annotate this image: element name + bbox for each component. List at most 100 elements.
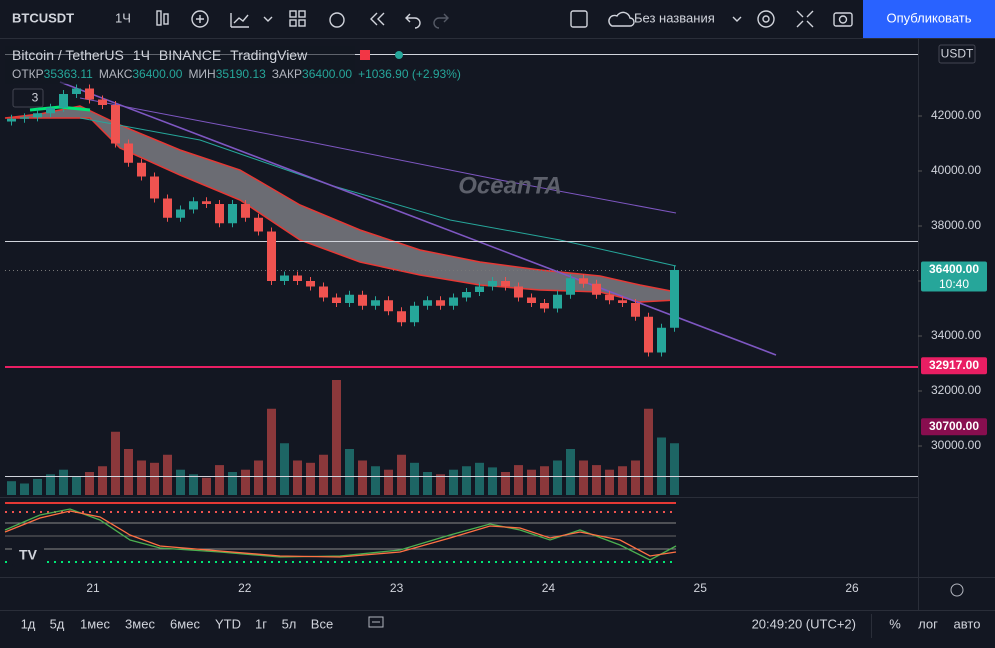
x-tick-label: 25 (694, 581, 708, 595)
clock: 20:49:20 (UTC+2) (752, 616, 856, 631)
price-label-box (921, 418, 987, 436)
layout-icon (298, 19, 306, 27)
flag[interactable] (360, 50, 370, 60)
range-button[interactable]: 1мес (80, 616, 110, 631)
volume-bar (605, 469, 614, 495)
indicators-icon[interactable] (230, 13, 249, 28)
volume-bar (371, 466, 380, 495)
settings-icon[interactable] (757, 10, 775, 28)
cloud-icon (608, 11, 635, 27)
toolbar (0, 0, 995, 38)
price-label: 30700.00 (929, 419, 979, 433)
candle-body (553, 294, 562, 309)
alert-icon[interactable] (329, 12, 345, 28)
volume-bar (85, 472, 94, 495)
range-button[interactable]: 3мес (125, 616, 155, 631)
candle-body (280, 275, 289, 282)
layout-icon[interactable] (289, 10, 297, 18)
range-button[interactable]: 5д (50, 616, 65, 631)
candle-body (397, 311, 406, 323)
auto-toggle[interactable]: авто (954, 616, 981, 631)
range-button[interactable]: Все (311, 616, 333, 631)
fullscreen-icon[interactable] (796, 10, 814, 28)
bottom-bar: 21 22 23 24 25 26 1д 5д 1мес 3мес 6мес YTD 1г 5л Все 20… (21, 581, 981, 638)
candle-body (98, 99, 107, 106)
volume-bar (189, 474, 198, 495)
select-icon[interactable] (570, 10, 588, 28)
y-tick-label: 34000.00 (931, 328, 981, 342)
range-button[interactable]: YTD (215, 616, 241, 631)
ohlc-label: ОТКР (12, 67, 44, 81)
dropdown[interactable] (263, 16, 273, 22)
candle-body (137, 162, 146, 177)
volume-bar (475, 462, 484, 495)
range-button[interactable]: 1д (21, 616, 36, 631)
ohlc-value: 35190.13 (216, 67, 266, 81)
candle-icon[interactable] (156, 10, 162, 26)
legend-title: Bitcoin / TetherUS (12, 47, 124, 63)
volume-bar (137, 460, 146, 495)
candle-body (358, 294, 367, 306)
osc-d (4, 510, 677, 558)
y-tick-label: 30000.00 (931, 438, 981, 452)
undo[interactable] (405, 13, 421, 29)
indicator-toggle[interactable] (12, 88, 44, 108)
candle-body (215, 204, 224, 224)
snapshot-icon[interactable] (833, 12, 853, 27)
ohlc-label: ЗАКР (272, 67, 302, 81)
price-label: 36400.00 (929, 262, 979, 276)
redo[interactable] (433, 13, 449, 29)
candle-body (423, 300, 432, 306)
candle-body (644, 316, 653, 353)
indicator-count[interactable]: 3 (32, 91, 39, 105)
currency[interactable]: USDT (941, 47, 974, 61)
candle-body (254, 217, 263, 232)
tv-logo-glyph: TV (19, 547, 38, 563)
volume-bar (319, 454, 328, 495)
range-button[interactable]: 6мес (170, 616, 200, 631)
candle-body (241, 204, 250, 218)
toolbar-icons (156, 10, 853, 29)
volume-bar (202, 477, 211, 495)
volume-bar (163, 454, 172, 495)
volume-bar (462, 466, 471, 495)
range-button[interactable]: 5л (282, 616, 297, 631)
status-dot (395, 51, 403, 59)
volume-bar (254, 460, 263, 495)
volume-bar (670, 443, 679, 495)
range-button[interactable]: 1г (255, 616, 267, 631)
candle-body (20, 117, 29, 119)
currency-box[interactable] (938, 44, 976, 64)
volume-bar (7, 481, 16, 495)
legend-exchange: BINANCE (159, 47, 221, 63)
candle-body (202, 201, 211, 205)
volume-bar (423, 472, 432, 495)
interval[interactable]: 1Ч (115, 10, 131, 25)
candle-body (384, 300, 393, 312)
replay-icon[interactable] (370, 12, 385, 26)
dropdown[interactable] (732, 16, 742, 22)
candle-body (527, 297, 536, 304)
publish-label[interactable]: Опубликовать (886, 10, 971, 25)
symbol[interactable]: BTCUSDT (12, 10, 74, 25)
volume-bar (527, 469, 536, 495)
publish-button[interactable] (863, 0, 995, 38)
layout-name[interactable]: Без названия (634, 10, 715, 25)
date-range-icon[interactable] (368, 616, 384, 628)
add-indicator[interactable] (191, 10, 209, 28)
price-label: 32917.00 (929, 358, 979, 372)
candle-body (7, 118, 16, 122)
axis-settings[interactable] (950, 583, 964, 597)
log-toggle[interactable]: лог (918, 616, 938, 631)
ohlc-label: МАКС (99, 67, 133, 81)
percent-toggle[interactable]: % (889, 616, 901, 631)
volume-bar (384, 469, 393, 495)
candle-body (59, 94, 68, 108)
tv-logo[interactable] (12, 545, 44, 567)
volume-bar (592, 465, 601, 495)
legend-title: Bitcoin / TetherUS 1Ч BINANCE TradingView (12, 47, 308, 63)
y-tick-label: 42000.00 (931, 108, 981, 122)
candle-body (631, 303, 640, 317)
candle-body (605, 294, 614, 301)
